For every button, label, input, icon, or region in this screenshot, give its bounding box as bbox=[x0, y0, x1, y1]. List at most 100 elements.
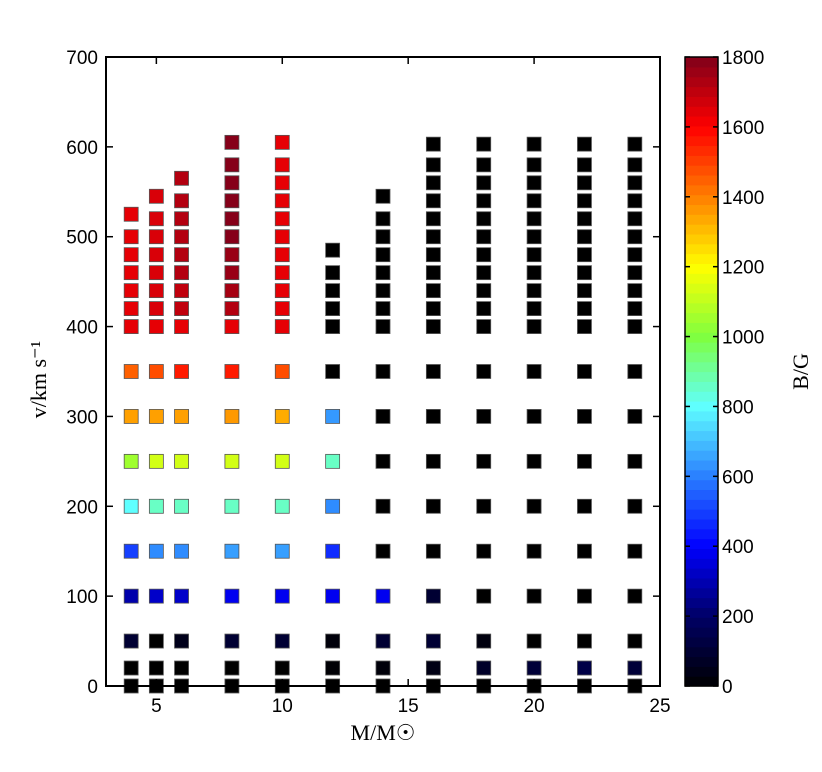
data-point bbox=[274, 301, 290, 317]
data-point bbox=[274, 588, 290, 604]
data-point bbox=[476, 319, 492, 334]
data-point bbox=[627, 136, 643, 152]
colorbar-band bbox=[685, 115, 718, 127]
x-tick-label: 15 bbox=[398, 696, 419, 717]
data-point bbox=[325, 543, 341, 559]
data-point bbox=[425, 660, 441, 676]
data-point bbox=[148, 247, 164, 263]
data-point bbox=[224, 633, 240, 649]
data-point bbox=[325, 265, 341, 281]
data-point bbox=[148, 543, 164, 559]
data-point bbox=[224, 175, 240, 191]
data-point bbox=[425, 265, 441, 281]
colorbar-band bbox=[685, 459, 718, 471]
data-point bbox=[274, 453, 290, 469]
colorbar-band bbox=[685, 96, 718, 107]
data-point bbox=[476, 364, 492, 379]
colorbar-band bbox=[685, 194, 718, 206]
data-point bbox=[476, 633, 492, 649]
colorbar-tick-label: 600 bbox=[722, 467, 754, 488]
data-point bbox=[627, 364, 643, 379]
y-tick-label: 300 bbox=[66, 407, 98, 428]
data-point bbox=[526, 211, 542, 227]
data-point bbox=[325, 588, 341, 604]
data-point bbox=[174, 409, 189, 424]
data-point bbox=[174, 453, 189, 469]
data-point bbox=[274, 498, 290, 514]
data-point bbox=[375, 498, 391, 514]
colorbar-band bbox=[685, 391, 718, 402]
data-point bbox=[425, 136, 441, 152]
data-point bbox=[425, 211, 441, 227]
colorbar-band bbox=[685, 322, 718, 333]
data-point bbox=[425, 247, 441, 263]
data-point bbox=[476, 588, 492, 604]
data-point bbox=[174, 319, 189, 334]
data-point bbox=[148, 453, 164, 469]
data-point bbox=[476, 136, 492, 152]
y-axis-label: v/km s⁻¹ bbox=[26, 341, 51, 419]
data-point bbox=[577, 247, 592, 263]
data-point bbox=[148, 188, 164, 204]
data-point bbox=[577, 319, 592, 334]
data-point bbox=[476, 193, 492, 209]
data-point bbox=[425, 319, 441, 334]
data-point bbox=[476, 229, 492, 245]
data-point bbox=[627, 319, 643, 334]
data-point bbox=[375, 364, 391, 379]
colorbar-band bbox=[685, 273, 718, 284]
data-point bbox=[425, 229, 441, 245]
x-tick-label: 10 bbox=[272, 696, 293, 717]
data-point bbox=[123, 206, 139, 222]
data-point bbox=[174, 301, 189, 317]
data-point bbox=[526, 409, 542, 424]
data-point bbox=[123, 543, 139, 559]
colorbar-band bbox=[685, 184, 718, 196]
data-point bbox=[274, 543, 290, 559]
data-point bbox=[325, 409, 341, 424]
data-point bbox=[224, 588, 240, 604]
colorbar-band bbox=[685, 518, 718, 530]
data-point bbox=[274, 633, 290, 649]
data-point bbox=[148, 660, 164, 676]
y-tick-label: 500 bbox=[66, 228, 98, 249]
colorbar-band bbox=[685, 489, 718, 500]
colorbar-band bbox=[685, 528, 718, 540]
data-point bbox=[476, 175, 492, 191]
colorbar-band bbox=[685, 430, 718, 441]
y-tick-label: 700 bbox=[66, 48, 98, 69]
data-point bbox=[577, 633, 592, 649]
colorbar-band bbox=[685, 597, 718, 608]
data-point bbox=[425, 301, 441, 317]
data-point bbox=[123, 660, 139, 676]
data-point bbox=[224, 453, 240, 469]
axis-ticks: 5 10 15 20 25 0 100 200 300 400 500 600 700 0 200 400 60… bbox=[66, 48, 764, 717]
data-point bbox=[224, 211, 240, 227]
data-point bbox=[627, 265, 643, 281]
data-point bbox=[123, 229, 139, 245]
colorbar-band bbox=[685, 155, 718, 166]
colorbar-band bbox=[685, 165, 718, 176]
data-point bbox=[627, 409, 643, 424]
data-point bbox=[375, 283, 391, 299]
data-point bbox=[425, 498, 441, 514]
data-point bbox=[577, 157, 592, 173]
data-point bbox=[174, 283, 189, 299]
data-point bbox=[375, 247, 391, 263]
data-point bbox=[627, 175, 643, 191]
data-point bbox=[526, 498, 542, 514]
data-point bbox=[123, 633, 139, 649]
data-point bbox=[224, 265, 240, 281]
data-point bbox=[476, 409, 492, 424]
colorbar-band bbox=[685, 243, 718, 255]
colorbar-band bbox=[685, 145, 718, 156]
data-point bbox=[123, 265, 139, 281]
data-point bbox=[476, 247, 492, 263]
data-point bbox=[375, 409, 391, 424]
colorbar-band bbox=[685, 224, 718, 235]
data-point bbox=[123, 247, 139, 263]
colorbar-tick-label: 1000 bbox=[722, 328, 764, 349]
data-point bbox=[174, 265, 189, 281]
data-point bbox=[425, 543, 441, 559]
data-point bbox=[174, 229, 189, 245]
